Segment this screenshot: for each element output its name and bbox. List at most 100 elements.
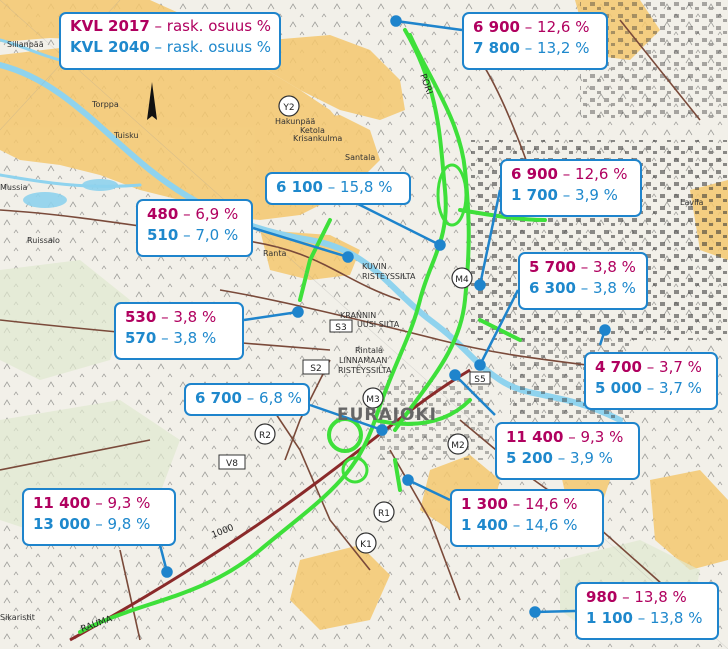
north-arrow-icon	[147, 82, 157, 120]
place-linnamaan: LINNAMAAN	[339, 356, 387, 365]
traffic-label-east-3: 4 700 – 3,7 % 5 000 – 3,7 %	[584, 352, 718, 410]
kvl-2040-share: 3,9 %	[570, 448, 613, 467]
kvl-2017-value: 530	[125, 308, 157, 326]
traffic-label-center: 6 700 – 6,8 %	[184, 383, 310, 416]
kvl-2040-value: 570	[125, 328, 157, 347]
legend-row-2017: KVL 2017 – rask. osuus %	[70, 16, 272, 37]
kvl-2017-share: 3,8 %	[173, 308, 217, 326]
kvl-2040-value: 510	[147, 225, 179, 244]
place-sillanpaa: Sillanpää	[7, 40, 44, 49]
place-sikaristit: Sikaristit	[0, 613, 35, 622]
legend-key-2040: KVL 2040	[70, 37, 150, 56]
legend-key-2017: KVL 2017	[70, 17, 150, 35]
place-santala: Santala	[345, 153, 375, 162]
marker-v8: V8	[226, 459, 238, 469]
kvl-2017-value: 1 300	[461, 495, 508, 513]
legend-text-2040: – rask. osuus %	[149, 37, 272, 56]
place-uusi-silta: UUSI SILTA	[357, 320, 400, 329]
kvl-2040-share: 13,2 %	[537, 38, 590, 57]
kvl-2017-share: 9,3 %	[580, 428, 624, 446]
place-eurajoki: EURAJOKI	[337, 405, 437, 425]
marker-r2: R2	[259, 431, 271, 441]
kvl-2040-share: 7,0 %	[195, 225, 239, 244]
place-torppa: Torppa	[91, 100, 119, 109]
kvl-2040-share: 14,6 %	[525, 515, 578, 534]
legend-text-2017: – rask. osuus %	[149, 17, 272, 35]
marker-m3: M3	[366, 395, 380, 405]
place-ranta: Ranta	[263, 249, 286, 258]
kvl-2040-value: 1 700	[511, 185, 558, 204]
place-risteyssilta-2: RISTEYSSILTA	[338, 366, 392, 375]
kvl-2017-value: 5 700	[529, 258, 576, 276]
kvl-2040-share: 13,8 %	[650, 608, 703, 627]
traffic-label-south-mid: 1 300 – 14,6 % 1 400 – 14,6 %	[450, 489, 604, 547]
place-rintala: Rintala	[355, 346, 383, 355]
legend-row-2040: KVL 2040 – rask. osuus %	[70, 37, 272, 58]
marker-s2: S2	[310, 364, 321, 374]
kvl-2040-value: 6 100	[276, 178, 323, 196]
kvl-2040-value: 1 100	[586, 608, 633, 627]
marker-r1: R1	[378, 509, 390, 519]
kvl-2017-value: 6 900	[473, 18, 520, 36]
kvl-2017-share: 3,7 %	[659, 358, 702, 376]
marker-k1: K1	[360, 540, 372, 550]
kvl-2040-share: 15,8 %	[340, 178, 393, 196]
kvl-2040-value: 7 800	[473, 38, 520, 57]
traffic-label-south-west: 11 400 – 9,3 % 13 000 – 9,8 %	[22, 488, 176, 546]
kvl-2017-share: 14,6 %	[525, 495, 578, 513]
kvl-2017-share: 9,3 %	[107, 494, 151, 512]
place-risteyssilta-1: RISTEYSSILTA	[362, 272, 416, 281]
kvl-2040-share: 3,8 %	[173, 328, 217, 347]
kvl-2040-value: 5 200	[506, 448, 553, 467]
kvl-2040-value: 1 400	[461, 515, 508, 534]
traffic-label-south-east: 980 – 13,8 % 1 100 – 13,8 %	[575, 582, 719, 640]
kvl-2040-value: 13 000	[33, 514, 91, 533]
traffic-label-west-low: 530 – 3,8 % 570 – 3,8 %	[114, 302, 244, 360]
marker-m2: M2	[451, 441, 465, 451]
kvl-2040-value: 5 000	[595, 378, 642, 397]
kvl-2017-share: 3,8 %	[593, 258, 636, 276]
traffic-label-east-1: 6 900 – 12,6 % 1 700 – 3,9 %	[500, 159, 642, 217]
kvl-2040-share: 6,8 %	[259, 389, 302, 407]
traffic-label-east-2: 5 700 – 3,8 % 6 300 – 3,8 %	[518, 252, 648, 310]
place-kuvin: KUVIN	[362, 262, 387, 271]
farmland-areas	[0, 0, 728, 630]
kvl-2017-value: 480	[147, 205, 179, 223]
kvl-2040-value: 6 700	[195, 389, 242, 407]
kvl-2017-share: 6,9 %	[195, 205, 239, 223]
main-road-line	[69, 368, 471, 642]
place-names: Sillanpää Torppa Tuisku Mussia Ruissalo …	[0, 40, 704, 622]
kvl-2040-share: 3,9 %	[575, 185, 618, 204]
marker-s5: S5	[474, 375, 485, 385]
map-markers: Y2 M4 M3 M2 R2 R1 K1 S2 S3 V8 S5 1000	[210, 95, 491, 554]
marker-y2: Y2	[282, 103, 294, 113]
kvl-2017-share: 12,6 %	[575, 165, 628, 183]
kvl-2017-value: 6 900	[511, 165, 558, 183]
traffic-label-north: 6 900 – 12,6 % 7 800 – 13,2 %	[462, 12, 608, 70]
place-tuisku: Tuisku	[113, 131, 139, 140]
kvl-2017-share: 12,6 %	[537, 18, 590, 36]
place-ketola: Ketola	[300, 126, 325, 135]
traffic-label-west-mid: 480 – 6,9 % 510 – 7,0 %	[136, 199, 253, 257]
kvl-2040-value: 6 300	[529, 278, 576, 297]
traffic-label-south-center: 11 400 – 9,3 % 5 200 – 3,9 %	[495, 422, 640, 480]
kvl-2017-value: 11 400	[33, 494, 91, 512]
kvl-2017-value: 4 700	[595, 358, 642, 376]
map-legend: KVL 2017 – rask. osuus % KVL 2040 – rask…	[59, 12, 281, 70]
kvl-2017-value: 11 400	[506, 428, 564, 446]
kvl-2040-share: 3,8 %	[593, 278, 636, 297]
place-ruissalo: Ruissalo	[27, 236, 60, 245]
kvl-2017-share: 13,8 %	[634, 588, 687, 606]
place-lavila: Lavila	[680, 198, 704, 207]
place-mussia: Mussia	[0, 183, 28, 192]
place-hakunpaa: Hakunpää	[275, 117, 315, 126]
kvl-2040-share: 3,7 %	[659, 378, 702, 397]
marker-s3: S3	[335, 323, 346, 333]
traffic-label-ramp-north: 6 100 – 15,8 %	[265, 172, 411, 205]
place-krannin: KRANNIN	[340, 311, 376, 320]
kvl-2040-share: 9,8 %	[107, 514, 151, 533]
leader-lines	[158, 15, 611, 618]
place-krisankulma: Krisankulma	[293, 134, 342, 143]
kvl-2017-value: 980	[586, 588, 618, 606]
